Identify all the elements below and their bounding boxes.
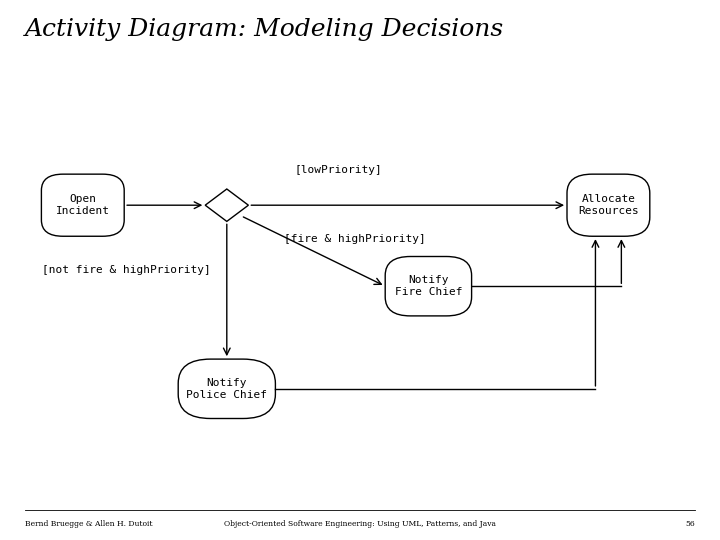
FancyBboxPatch shape [385, 256, 472, 316]
Text: [fire & highPriority]: [fire & highPriority] [284, 234, 426, 244]
Text: [not fire & highPriority]: [not fire & highPriority] [42, 265, 210, 275]
FancyBboxPatch shape [567, 174, 649, 237]
Text: Activity Diagram: Modeling Decisions: Activity Diagram: Modeling Decisions [25, 18, 505, 41]
Text: Allocate
Resources: Allocate Resources [578, 194, 639, 216]
Text: Notify
Fire Chief: Notify Fire Chief [395, 275, 462, 297]
FancyBboxPatch shape [42, 174, 124, 237]
Text: Notify
Police Chief: Notify Police Chief [186, 378, 267, 400]
Text: Bernd Bruegge & Allen H. Dutoit: Bernd Bruegge & Allen H. Dutoit [25, 520, 153, 528]
Text: Object-Oriented Software Engineering: Using UML, Patterns, and Java: Object-Oriented Software Engineering: Us… [224, 520, 496, 528]
Text: Open
Incident: Open Incident [56, 194, 109, 216]
FancyBboxPatch shape [179, 359, 275, 418]
Text: [lowPriority]: [lowPriority] [294, 165, 382, 175]
Text: 56: 56 [685, 520, 695, 528]
Polygon shape [205, 189, 248, 221]
